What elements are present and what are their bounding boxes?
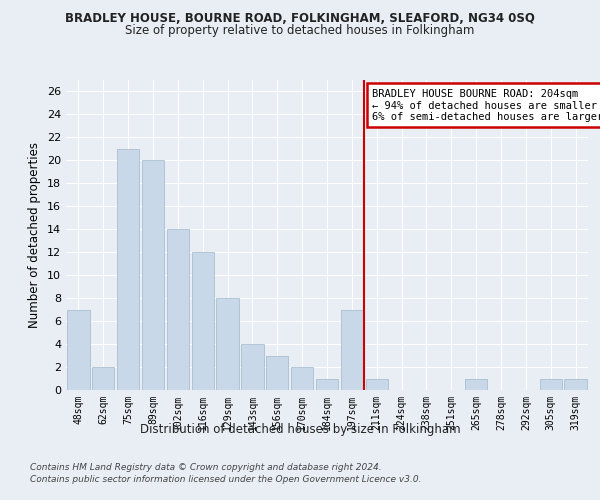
Bar <box>117 149 139 390</box>
Text: Contains public sector information licensed under the Open Government Licence v3: Contains public sector information licen… <box>30 475 421 484</box>
Text: BRADLEY HOUSE, BOURNE ROAD, FOLKINGHAM, SLEAFORD, NG34 0SQ: BRADLEY HOUSE, BOURNE ROAD, FOLKINGHAM, … <box>65 12 535 26</box>
Text: Contains HM Land Registry data © Crown copyright and database right 2024.: Contains HM Land Registry data © Crown c… <box>30 462 382 471</box>
Bar <box>191 252 214 390</box>
Text: BRADLEY HOUSE BOURNE ROAD: 204sqm
← 94% of detached houses are smaller (97)
6% o: BRADLEY HOUSE BOURNE ROAD: 204sqm ← 94% … <box>372 88 600 122</box>
Bar <box>341 310 363 390</box>
Bar <box>291 367 313 390</box>
Bar <box>167 230 189 390</box>
Bar <box>465 378 487 390</box>
Text: Distribution of detached houses by size in Folkingham: Distribution of detached houses by size … <box>140 422 460 436</box>
Bar <box>266 356 289 390</box>
Bar <box>241 344 263 390</box>
Text: Size of property relative to detached houses in Folkingham: Size of property relative to detached ho… <box>125 24 475 37</box>
Bar <box>67 310 89 390</box>
Bar <box>539 378 562 390</box>
Bar <box>316 378 338 390</box>
Bar <box>365 378 388 390</box>
Y-axis label: Number of detached properties: Number of detached properties <box>28 142 41 328</box>
Bar <box>92 367 115 390</box>
Bar <box>142 160 164 390</box>
Bar <box>217 298 239 390</box>
Bar <box>565 378 587 390</box>
